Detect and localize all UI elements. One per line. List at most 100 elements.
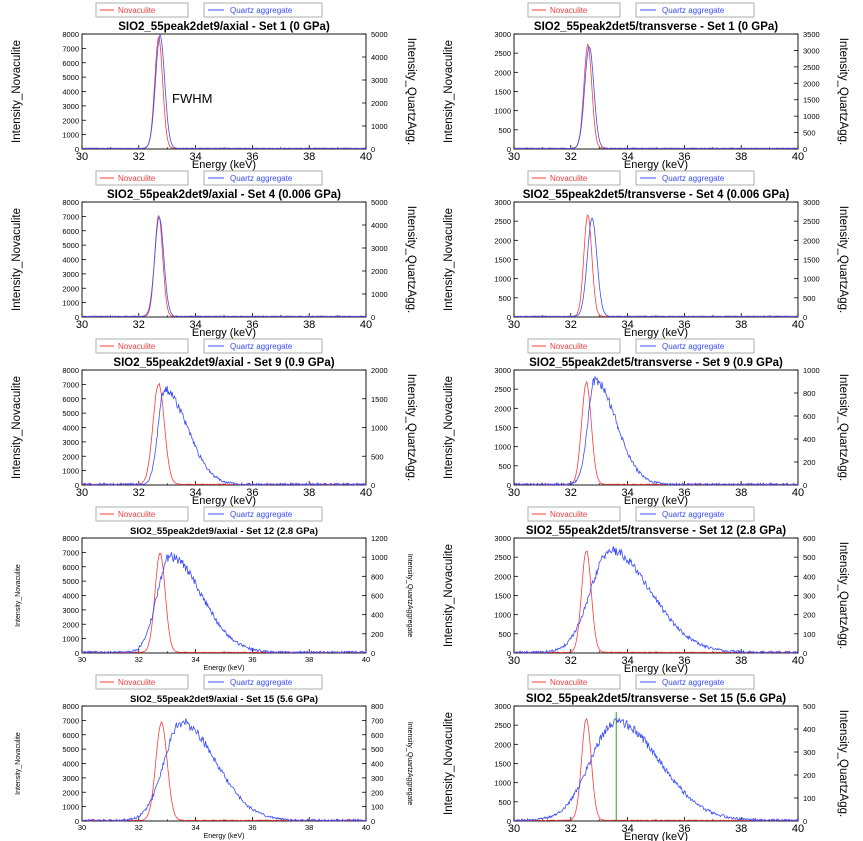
y-tick-label: 1000 xyxy=(494,107,511,116)
x-tick-label: 40 xyxy=(792,319,804,331)
y2-tick-label: 0 xyxy=(371,481,375,490)
series-line-quartz xyxy=(513,545,799,655)
chart-svg: Novaculite Quartz aggregate SIO2_55peak2de… xyxy=(443,2,849,171)
y-axis-label: Intensity_Novaculite xyxy=(11,208,23,311)
y-tick-label: 6000 xyxy=(62,563,79,572)
legend-label-quartz: Quartz aggregate xyxy=(230,6,293,15)
y-tick-label: 0 xyxy=(507,145,511,154)
legend-box xyxy=(95,674,189,690)
legend-item-quartz: Quartz aggregate xyxy=(635,2,755,18)
y2-axis-label: Intensity_QuartzAgg. xyxy=(837,38,849,145)
x-axis-label: Energy (keV) xyxy=(192,159,256,171)
x-tick-label: 38 xyxy=(303,319,315,331)
x-tick-label: 40 xyxy=(360,319,372,331)
y-tick-label: 0 xyxy=(507,817,511,826)
x-tick-label: 36 xyxy=(678,151,690,163)
y2-tick-label: 100 xyxy=(371,803,384,812)
legend-item-novaculite: Novaculite xyxy=(95,2,189,18)
y2-axis-label: Intensity_QuartzAgg. xyxy=(837,710,849,817)
y-tick-label: 8000 xyxy=(62,198,79,207)
chart-title: SIO2_55peak2det5/transverse - Set 1 (0 G… xyxy=(534,21,778,33)
y-tick-label: 3000 xyxy=(62,102,79,111)
y-tick-label: 3000 xyxy=(62,438,79,447)
x-tick-label: 40 xyxy=(360,487,372,499)
x-tick-label: 32 xyxy=(133,487,145,499)
y-tick-label: 4000 xyxy=(62,592,79,601)
x-tick-label: 40 xyxy=(362,823,370,832)
y-tick-label: 2000 xyxy=(494,572,511,581)
y2-tick-label: 400 xyxy=(803,572,816,581)
y2-axis-label: Intensity_QuartzAggregate xyxy=(406,554,413,637)
x-tick-label: 36 xyxy=(248,655,256,664)
y2-tick-label: 700 xyxy=(371,716,384,725)
y2-tick-label: 5000 xyxy=(371,30,388,39)
chart-panel: Novaculite Quartz aggregate SIO2_55peak2de… xyxy=(432,0,863,171)
x-tick-label: 34 xyxy=(189,487,201,499)
y2-tick-label: 100 xyxy=(803,794,816,803)
legend-box xyxy=(95,338,189,354)
y2-tick-label: 500 xyxy=(803,294,816,303)
chart-title: SIO2_55peak2det9/axial - Set 4 (0.006 GP… xyxy=(107,189,341,201)
y-tick-label: 2500 xyxy=(494,553,511,562)
y2-axis-label: Intensity_QuartzAgg. xyxy=(405,206,417,313)
chart-title: SIO2_55peak2det5/transverse - Set 15 (5.… xyxy=(526,693,786,705)
y2-tick-label: 400 xyxy=(371,611,384,620)
y2-tick-label: 5000 xyxy=(371,198,388,207)
y2-tick-label: 500 xyxy=(371,745,384,754)
x-axis-label: Energy (keV) xyxy=(624,831,688,841)
y-tick-label: 0 xyxy=(507,313,511,322)
y2-tick-label: 1000 xyxy=(371,424,388,433)
y2-axis-label: Intensity_QuartzAggregate xyxy=(406,722,413,805)
x-tick-label: 38 xyxy=(735,151,747,163)
legend-item-quartz: Quartz aggregate xyxy=(635,338,755,354)
x-tick-label: 36 xyxy=(678,655,690,667)
y-tick-label: 5000 xyxy=(62,577,79,586)
plot-frame xyxy=(513,201,799,318)
x-tick-label: 30 xyxy=(76,487,88,499)
y-tick-label: 4000 xyxy=(62,760,79,769)
y-axis-label: Intensity_Novaculite xyxy=(443,712,455,815)
x-tick-label: 34 xyxy=(189,151,201,163)
x-tick-label: 30 xyxy=(508,151,520,163)
y2-tick-label: 500 xyxy=(803,553,816,562)
series-line-novaculite xyxy=(513,550,799,653)
chart-panel: Novaculite Quartz aggregate SIO2_55peak2de… xyxy=(432,168,863,339)
series-line-novaculite xyxy=(513,214,799,317)
x-axis-label: Energy (keV) xyxy=(624,495,688,507)
plot-frame xyxy=(513,33,799,150)
y-tick-label: 5000 xyxy=(62,409,79,418)
legend-item-novaculite: Novaculite xyxy=(95,506,189,522)
y2-tick-label: 4000 xyxy=(371,53,388,62)
legend-label-novaculite: Novaculite xyxy=(550,678,588,687)
legend-label-novaculite: Novaculite xyxy=(118,6,156,15)
legend-item-novaculite: Novaculite xyxy=(527,506,621,522)
y-tick-label: 2000 xyxy=(62,116,79,125)
y-tick-label: 500 xyxy=(498,798,511,807)
x-tick-label: 32 xyxy=(565,487,577,499)
x-tick-label: 34 xyxy=(621,823,633,835)
x-tick-label: 40 xyxy=(792,151,804,163)
series-line-quartz xyxy=(81,385,366,487)
y2-axis-label: Intensity_QuartzAgg. xyxy=(837,542,849,649)
y-tick-label: 0 xyxy=(75,481,79,490)
y2-tick-label: 200 xyxy=(371,788,384,797)
y2-tick-label: 800 xyxy=(371,702,384,711)
plot-frame xyxy=(513,705,799,822)
legend-label-novaculite: Novaculite xyxy=(550,342,588,351)
y-tick-label: 2000 xyxy=(494,404,511,413)
y2-tick-label: 800 xyxy=(371,572,384,581)
y2-tick-label: 2000 xyxy=(371,366,388,375)
y-tick-label: 6000 xyxy=(62,227,79,236)
legend-item-quartz: Quartz aggregate xyxy=(635,170,755,186)
legend-box xyxy=(527,2,621,18)
legend-box xyxy=(203,338,323,354)
y2-tick-label: 200 xyxy=(803,458,816,467)
legend-box xyxy=(203,2,323,18)
chart-panel: Novaculite Quartz aggregate SIO2_55peak2de… xyxy=(432,336,863,507)
legend-item-quartz: Quartz aggregate xyxy=(203,506,323,522)
y2-tick-label: 1000 xyxy=(371,553,388,562)
legend-item-quartz: Quartz aggregate xyxy=(635,674,755,690)
y-tick-label: 500 xyxy=(498,462,511,471)
chart-panel: Novaculite Quartz aggregate SIO2_55peak2de… xyxy=(432,672,863,841)
y2-tick-label: 2500 xyxy=(803,217,820,226)
